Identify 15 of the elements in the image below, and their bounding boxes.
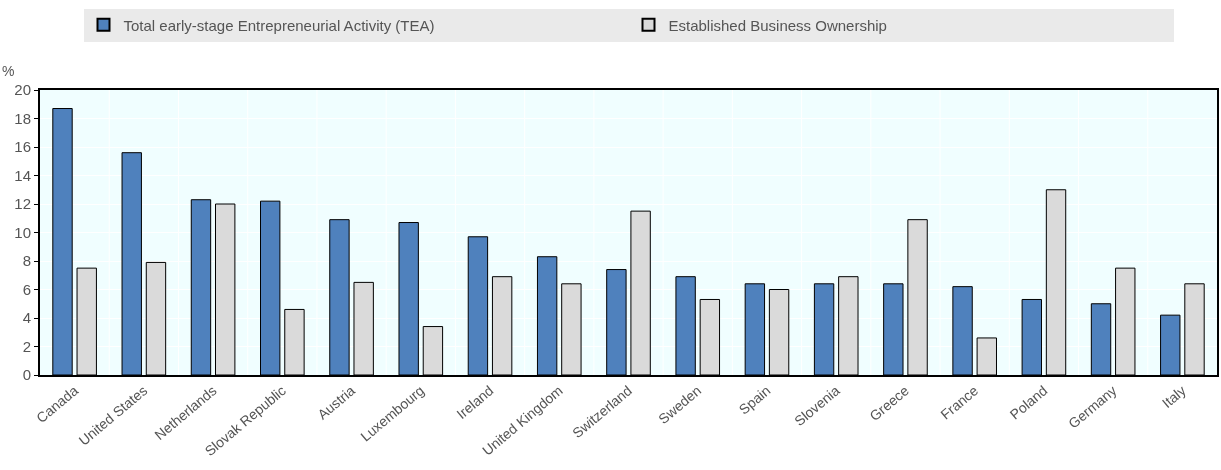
x-tick-label: Italy	[1158, 382, 1189, 411]
legend-label: Total early-stage Entrepreneurial Activity (TEA)	[123, 16, 435, 34]
y-tick-label: 10	[14, 223, 31, 241]
y-tick-label: 2	[22, 337, 31, 355]
y-tick-label: 20	[14, 81, 31, 99]
legend-label: Established Business Ownership	[668, 16, 887, 34]
y-tick-label: 4	[22, 309, 31, 327]
y-tick-label: 16	[14, 138, 31, 156]
y-tick-label: 14	[14, 166, 31, 184]
y-tick-label: 12	[14, 195, 31, 213]
y-tick-label: 6	[22, 280, 31, 298]
y-tick-label: 0	[22, 366, 31, 384]
y-tick-label: 18	[14, 109, 31, 127]
y-axis-title: %	[2, 63, 15, 79]
y-tick-label: 8	[22, 252, 31, 270]
